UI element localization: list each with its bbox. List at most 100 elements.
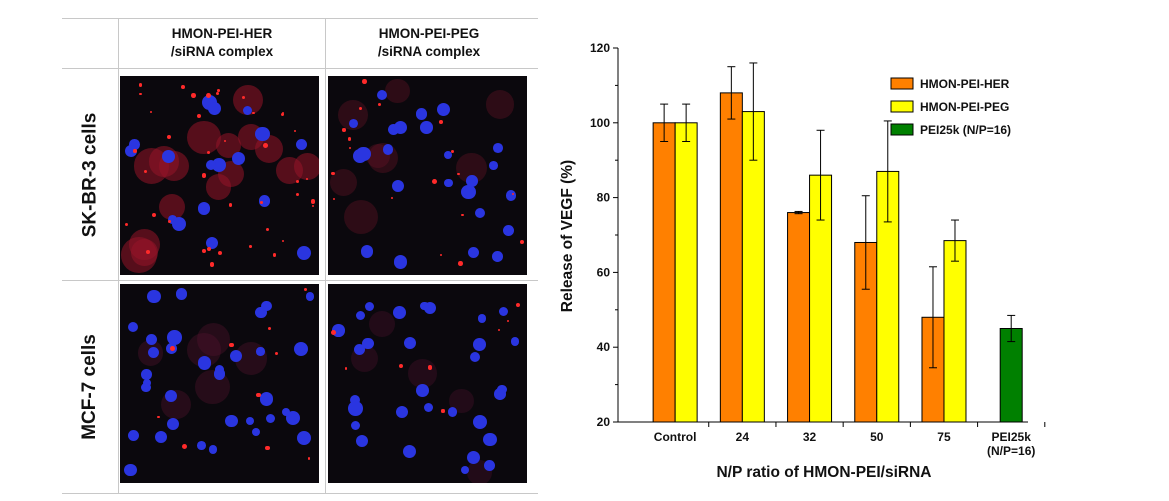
cell-nucleus — [493, 143, 503, 153]
x-tick-label: 50 — [870, 430, 884, 444]
stain-spot — [217, 251, 222, 256]
cell-nucleus — [230, 349, 243, 363]
stain-spot — [362, 79, 367, 84]
cell-nucleus — [395, 406, 408, 419]
cell-nucleus — [392, 180, 405, 193]
cell-nucleus — [360, 245, 373, 258]
bar — [652, 122, 676, 423]
cell-nucleus — [466, 450, 480, 464]
cell-nucleus — [403, 336, 416, 349]
stain-spot — [307, 457, 311, 461]
stain-spot — [144, 170, 148, 174]
stain-spot — [256, 392, 261, 398]
stain-spot — [272, 252, 277, 257]
legend-label: PEI25k (N/P=16) — [920, 123, 1011, 137]
cell-nucleus — [443, 150, 453, 160]
stain-spot — [390, 196, 393, 200]
stain-spot — [149, 111, 152, 114]
cell-nucleus — [472, 415, 487, 430]
x-tick-label: 24 — [736, 430, 750, 444]
legend-label: HMON-PEI-HER — [920, 77, 1010, 91]
y-tick-label: 40 — [597, 340, 611, 354]
cell-nucleus — [213, 367, 226, 380]
stain-spot — [145, 249, 150, 254]
cell-stain — [408, 359, 437, 388]
cell-nucleus — [127, 430, 139, 441]
stain-spot — [167, 220, 171, 224]
cell-stain — [368, 311, 395, 337]
cell-nucleus — [510, 337, 520, 346]
stain-spot — [156, 415, 160, 419]
cell-nucleus — [212, 158, 227, 172]
cell-nucleus — [356, 146, 371, 162]
stain-spot — [458, 261, 463, 266]
cell-nucleus — [265, 414, 276, 424]
x-tick-label: 32 — [803, 430, 817, 444]
cell-nucleus — [420, 301, 430, 311]
stain-spot — [180, 84, 185, 89]
stain-spot — [515, 302, 520, 307]
cell-nucleus — [141, 382, 152, 393]
cell-nucleus — [296, 138, 308, 151]
stain-spot — [170, 345, 175, 351]
stain-spot — [342, 128, 346, 132]
micrograph-peg-skbr3 — [328, 76, 527, 275]
stain-spot — [331, 329, 337, 335]
cell-nucleus — [502, 225, 514, 236]
stain-spot — [201, 173, 207, 178]
cell-nucleus — [293, 341, 308, 356]
cell-nucleus — [258, 195, 271, 208]
stain-spot — [182, 443, 188, 449]
cell-nucleus — [392, 306, 406, 320]
cell-nucleus — [470, 352, 481, 363]
table-divider-rowhead — [118, 18, 119, 494]
cell-nucleus — [296, 430, 312, 445]
cell-stain — [187, 120, 221, 154]
cell-nucleus — [242, 105, 253, 116]
stain-spot — [281, 111, 284, 115]
cell-nucleus — [125, 144, 138, 157]
cell-nucleus — [465, 175, 478, 187]
stain-spot — [441, 409, 445, 413]
stain-spot — [281, 113, 285, 117]
cell-nucleus — [387, 123, 400, 136]
cell-nucleus — [197, 202, 211, 215]
stain-spot — [506, 319, 510, 323]
cell-nucleus — [420, 121, 433, 134]
vegf-release-chart: Control 24 32 50 75 PEI25k(N/P=16) 20 40 60 80 100… — [559, 41, 1046, 481]
stain-spot — [348, 137, 352, 141]
cell-nucleus — [347, 401, 363, 417]
stain-spot — [265, 445, 270, 450]
cell-nucleus — [350, 421, 360, 431]
y-tick-label: 80 — [597, 191, 611, 205]
legend-label: HMON-PEI-PEG — [920, 100, 1009, 114]
cell-nucleus — [349, 394, 361, 406]
cell-nucleus — [167, 329, 182, 345]
stain-spot — [224, 139, 227, 142]
cell-nucleus — [498, 306, 509, 317]
cell-nucleus — [297, 245, 312, 260]
cell-nucleus — [473, 337, 486, 351]
stain-spot — [267, 327, 271, 331]
stain-spot — [378, 102, 382, 106]
cell-nucleus — [166, 417, 180, 431]
cell-stain — [485, 90, 515, 120]
cell-nucleus — [259, 392, 274, 406]
legend-swatch — [890, 77, 914, 90]
cell-nucleus — [286, 411, 301, 426]
table-border-bottom — [62, 493, 538, 494]
x-tick-label: 75 — [937, 430, 951, 444]
stain-spot — [332, 197, 335, 200]
stain-spot — [139, 92, 142, 96]
cell-nucleus — [447, 407, 458, 417]
stain-spot — [306, 177, 309, 180]
cell-nucleus — [206, 160, 217, 170]
legend: HMON-PEI-HER HMON-PEI-PEG PEI25k (N/P=16) — [890, 77, 1011, 137]
cell-nucleus — [492, 251, 503, 262]
stain-spot — [228, 203, 233, 207]
y-axis-title: Release of VEGF (%) — [559, 160, 576, 312]
cell-nucleus — [164, 389, 177, 402]
cell-stain — [343, 200, 378, 235]
cell-nucleus — [365, 302, 375, 312]
cell-nucleus — [477, 313, 487, 323]
